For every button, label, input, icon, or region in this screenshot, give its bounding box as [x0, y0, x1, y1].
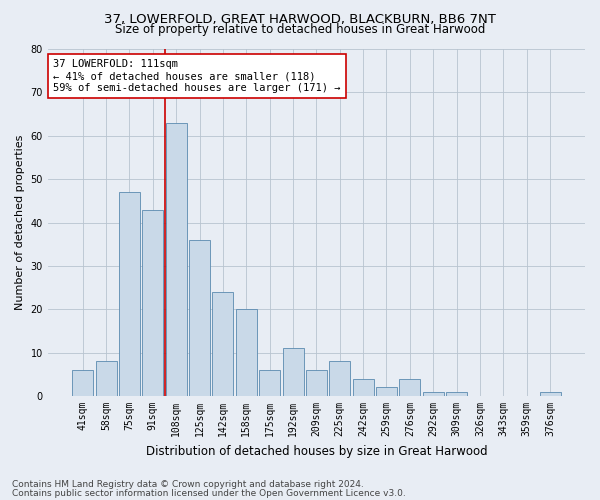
Bar [166, 122, 187, 396]
Text: Contains HM Land Registry data © Crown copyright and database right 2024.: Contains HM Land Registry data © Crown c… [12, 480, 364, 489]
Bar [539, 392, 560, 396]
Text: 37 LOWERFOLD: 111sqm
← 41% of detached houses are smaller (118)
59% of semi-deta: 37 LOWERFOLD: 111sqm ← 41% of detached h… [53, 60, 341, 92]
Text: 37, LOWERFOLD, GREAT HARWOOD, BLACKBURN, BB6 7NT: 37, LOWERFOLD, GREAT HARWOOD, BLACKBURN,… [104, 12, 496, 26]
Bar [446, 392, 467, 396]
Bar [189, 240, 210, 396]
Bar [329, 362, 350, 396]
Bar [72, 370, 93, 396]
X-axis label: Distribution of detached houses by size in Great Harwood: Distribution of detached houses by size … [146, 444, 487, 458]
Bar [353, 378, 374, 396]
Bar [376, 388, 397, 396]
Bar [423, 392, 444, 396]
Text: Contains public sector information licensed under the Open Government Licence v3: Contains public sector information licen… [12, 489, 406, 498]
Text: Size of property relative to detached houses in Great Harwood: Size of property relative to detached ho… [115, 22, 485, 36]
Bar [142, 210, 163, 396]
Bar [283, 348, 304, 396]
Bar [236, 310, 257, 396]
Bar [119, 192, 140, 396]
Bar [400, 378, 421, 396]
Bar [306, 370, 327, 396]
Bar [95, 362, 116, 396]
Bar [212, 292, 233, 396]
Y-axis label: Number of detached properties: Number of detached properties [15, 135, 25, 310]
Bar [259, 370, 280, 396]
